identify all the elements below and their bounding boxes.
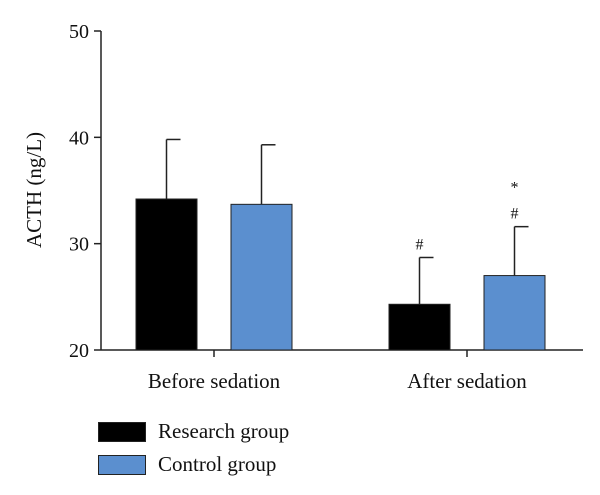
legend-item-control: Control group bbox=[98, 448, 289, 481]
y-tick-label: 40 bbox=[69, 127, 89, 149]
legend-swatch-control bbox=[98, 454, 146, 475]
legend-label-research: Research group bbox=[158, 419, 290, 443]
significance-mark: # bbox=[416, 236, 424, 253]
legend-label-control: Control group bbox=[158, 452, 277, 476]
legend-swatch-research bbox=[98, 421, 146, 442]
labels: 20 30 40 50 ACTH (ng/L) Before sedation After … bbox=[22, 21, 527, 393]
significance-mark: * bbox=[511, 180, 519, 197]
y-tick-label: 30 bbox=[69, 234, 89, 256]
y-tick-label: 50 bbox=[69, 21, 89, 43]
bar-control-0 bbox=[230, 203, 293, 351]
legend-item-research: Research group bbox=[98, 415, 289, 448]
y-axis-label: ACTH (ng/L) bbox=[22, 132, 46, 248]
bar-research-1 bbox=[388, 303, 451, 351]
x-tick-label: Before sedation bbox=[148, 369, 281, 393]
x-tick-label: After sedation bbox=[407, 369, 527, 393]
y-tick-label: 20 bbox=[69, 340, 89, 362]
bar-research-0 bbox=[135, 198, 198, 351]
bars bbox=[135, 138, 546, 351]
legend: Research group Control group bbox=[98, 415, 289, 481]
bar-control-1 bbox=[483, 275, 546, 351]
significance-mark: # bbox=[511, 206, 519, 223]
